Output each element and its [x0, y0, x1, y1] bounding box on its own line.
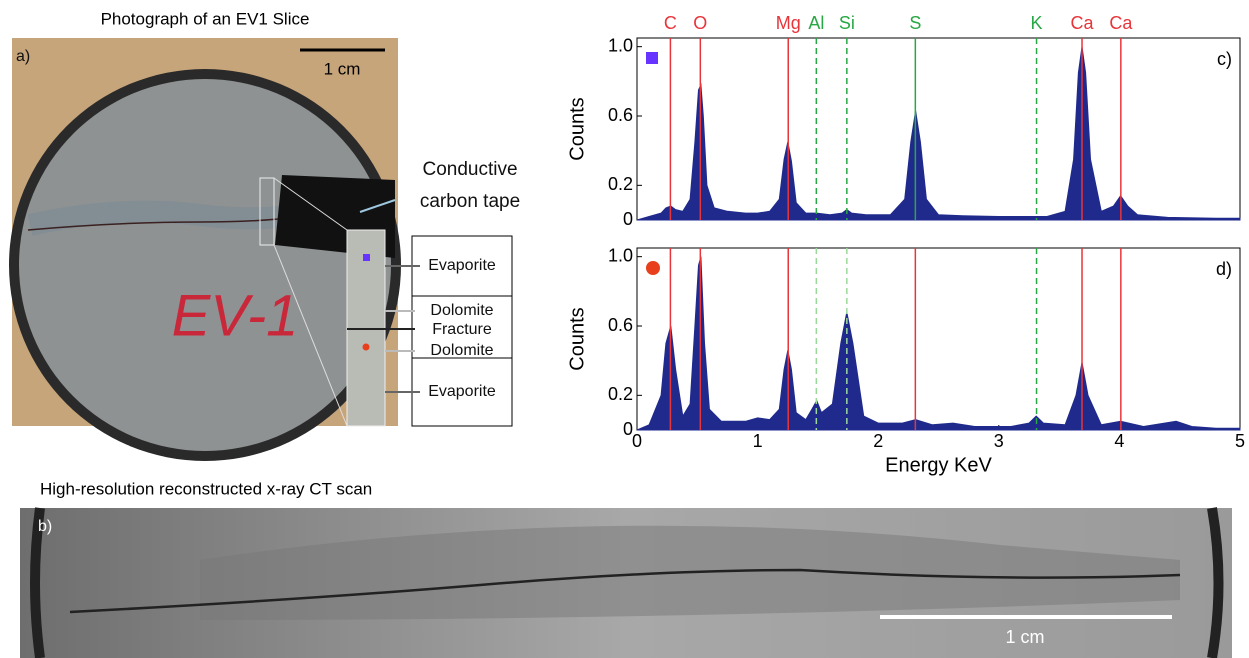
element-label: S — [909, 13, 921, 33]
sample-label: EV-1 — [172, 283, 299, 348]
ct-edge — [1207, 507, 1224, 658]
y-tick-label: 0 — [623, 209, 633, 229]
y-tick-label: 0.2 — [608, 384, 633, 404]
ct-fracture — [69, 568, 1181, 614]
element-label: Al — [808, 13, 824, 33]
element-label: C — [664, 13, 677, 33]
x-tick-label: 2 — [873, 431, 883, 451]
y-tick-label: 0 — [623, 419, 633, 439]
layer-label: Fracture — [432, 321, 492, 338]
x-axis-label: Energy KeV — [885, 454, 992, 476]
y-tick-label: 0.6 — [608, 315, 633, 335]
inset-guide — [273, 244, 348, 427]
tape-label: Conductive — [422, 159, 517, 180]
circle-marker — [362, 343, 370, 351]
sample-marker — [646, 52, 658, 64]
element-label: O — [693, 13, 707, 33]
y-axis-label: Counts — [566, 307, 588, 370]
layer-label: Dolomite — [430, 342, 493, 359]
panel-b-title: High-resolution reconstructed x-ray CT s… — [40, 479, 372, 498]
panel-label: a) — [16, 48, 30, 65]
ct-edge — [30, 507, 45, 658]
layer-label: Dolomite — [430, 302, 493, 319]
x-tick-label: 0 — [632, 431, 642, 451]
plot-frame — [636, 247, 1241, 431]
y-tick-label: 0.2 — [608, 174, 633, 194]
panel-label: b) — [38, 518, 52, 535]
scale-label: 1 cm — [324, 59, 361, 78]
element-label: Mg — [776, 13, 801, 33]
layer-box — [411, 295, 513, 359]
x-tick-label: 4 — [1114, 431, 1124, 451]
spectrum — [636, 256, 1241, 431]
tape-arrow — [359, 199, 396, 213]
layer-label: Evaporite — [428, 257, 496, 274]
inset-guide — [273, 177, 348, 231]
layer-box — [411, 357, 513, 427]
layer-label: Evaporite — [428, 383, 496, 400]
element-label: Ca — [1071, 13, 1095, 33]
panel-label: d) — [1216, 259, 1232, 279]
element-label: Si — [839, 13, 855, 33]
scale-label: 1 cm — [1005, 627, 1044, 647]
x-tick-label: 1 — [753, 431, 763, 451]
x-tick-label: 3 — [994, 431, 1004, 451]
sample-marker — [646, 261, 660, 275]
element-label: K — [1031, 13, 1043, 33]
spectra: 0 0.2 0.6 1.0 C O Mg Al Si S K Ca Ca c) Counts 0 0.2 0.6 1… — [566, 13, 1245, 477]
element-label: Ca — [1109, 13, 1133, 33]
slice-face — [19, 79, 391, 451]
y-tick-label: 0.6 — [608, 105, 633, 125]
tape-label: carbon tape — [420, 191, 520, 212]
spectrum — [636, 46, 1241, 221]
layer-box — [411, 235, 513, 297]
y-tick-label: 1.0 — [608, 35, 633, 55]
inset-source — [259, 177, 275, 246]
x-tick-label: 5 — [1235, 431, 1245, 451]
y-axis-label: Counts — [566, 97, 588, 160]
panel-label: c) — [1217, 49, 1232, 69]
plot-frame — [636, 37, 1241, 221]
square-marker — [363, 254, 370, 261]
panel-a-title: Photograph of an EV1 Slice — [101, 9, 310, 28]
y-tick-label: 1.0 — [608, 245, 633, 265]
